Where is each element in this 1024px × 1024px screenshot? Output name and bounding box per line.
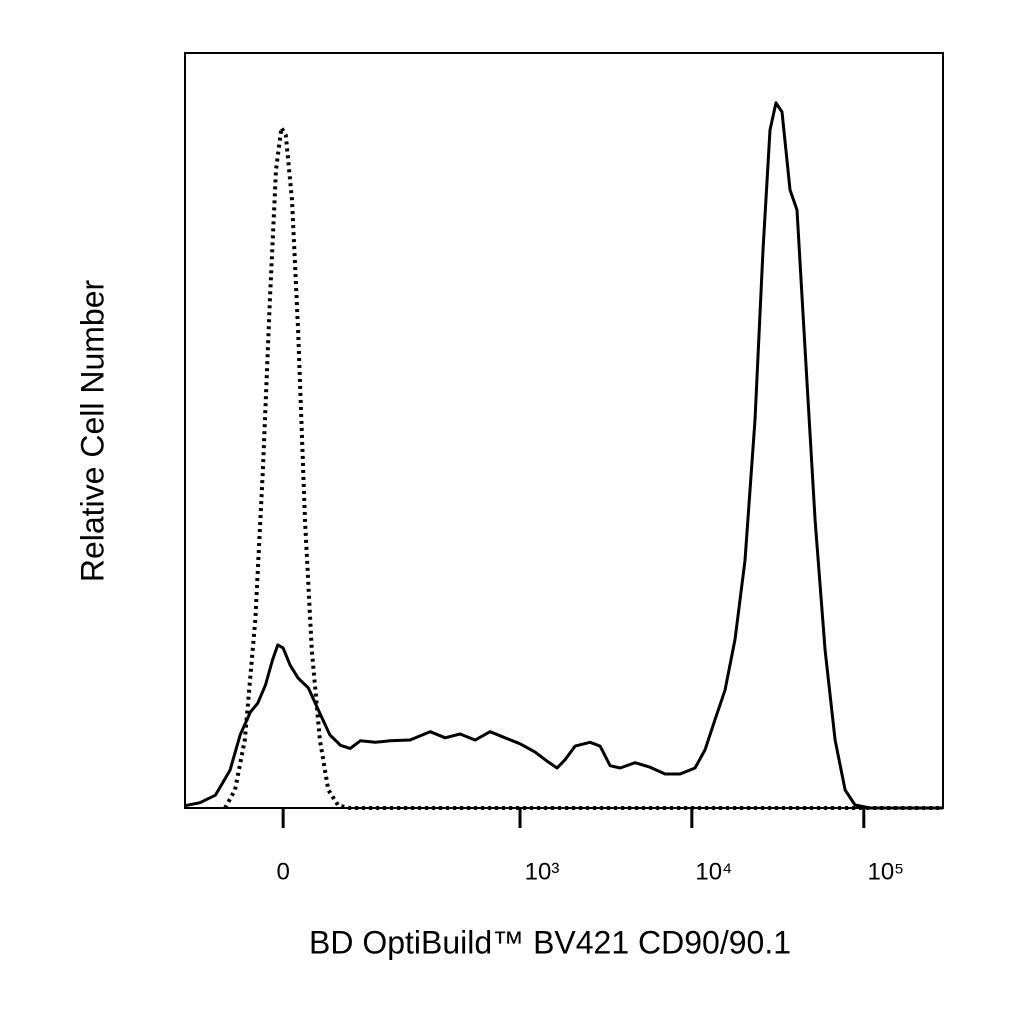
dotted-line — [223, 125, 943, 810]
plot-frame — [184, 52, 944, 809]
x-tick-label: 10⁵ — [867, 858, 904, 885]
x-tick-label: 0 — [276, 858, 289, 885]
x-tick-label: 10³ — [525, 858, 560, 885]
solid-line — [184, 101, 943, 810]
y-axis-label: Relative Cell Number — [74, 279, 110, 582]
x-tick-label: 10⁴ — [695, 858, 732, 885]
x-axis-label: BD OptiBuild™ BV421 CD90/90.1 — [309, 924, 791, 960]
